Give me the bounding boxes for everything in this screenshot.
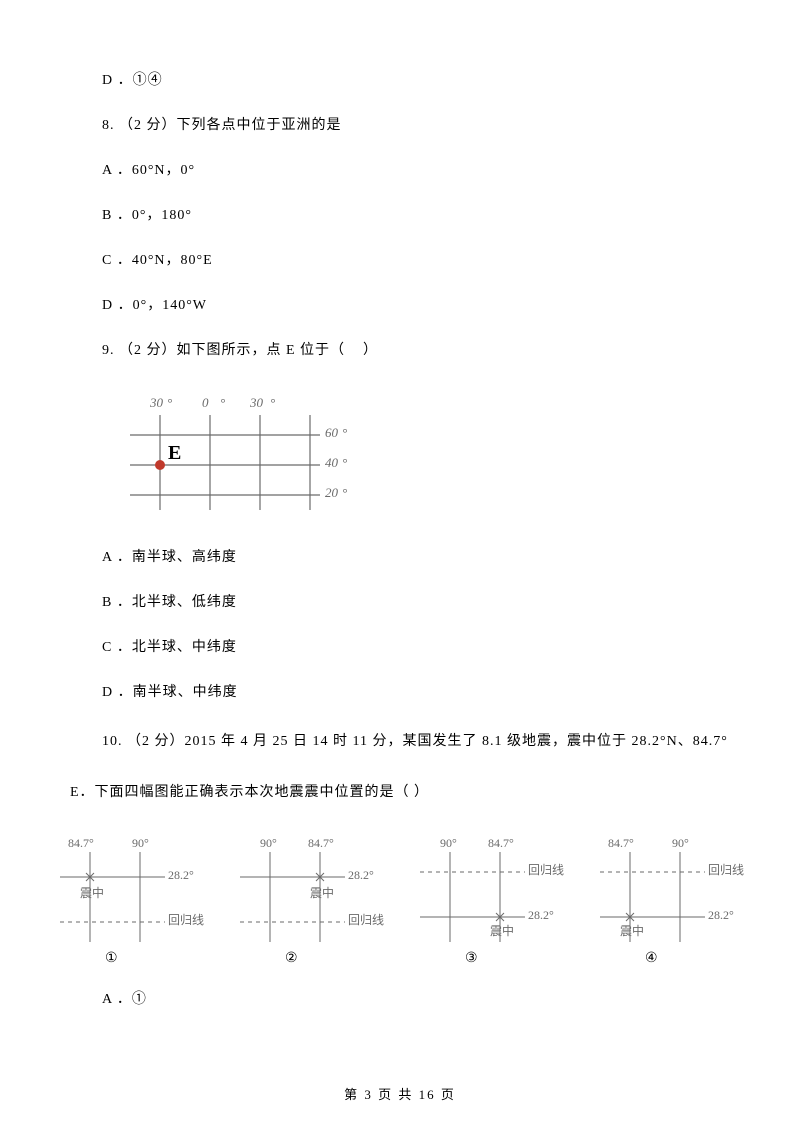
svg-text:②: ② — [285, 951, 298, 966]
svg-text:震中: 震中 — [310, 885, 334, 900]
svg-text:60: 60 — [325, 425, 339, 440]
svg-text:E: E — [168, 442, 181, 464]
svg-text:°: ° — [270, 395, 275, 410]
svg-text:回归线: 回归线 — [348, 913, 384, 927]
q10-subfigure: 90° 84.7° 28.2° 回归线震中 ② — [220, 827, 390, 967]
svg-text:20: 20 — [325, 485, 339, 500]
q8-option-c: C ．40°N，80°E — [70, 250, 730, 271]
q10-stem-l1: 10. （2 分）2015 年 4 月 25 日 14 时 11 分，某国发生了… — [70, 727, 730, 758]
svg-text:震中: 震中 — [490, 923, 514, 938]
svg-text:90°: 90° — [672, 836, 689, 850]
svg-text:30: 30 — [149, 395, 164, 410]
svg-text:①: ① — [105, 951, 118, 966]
svg-text:震中: 震中 — [80, 885, 104, 900]
q8-option-a: A ．60°N，0° — [70, 160, 730, 181]
svg-text:84.7°: 84.7° — [608, 836, 634, 850]
svg-text:40: 40 — [325, 455, 339, 470]
q9-option-a: A ．南半球、高纬度 — [70, 547, 730, 568]
svg-text:°: ° — [342, 425, 347, 440]
svg-text:④: ④ — [645, 951, 658, 966]
q10-option-a: A ．① — [70, 989, 730, 1010]
q9-stem: 9. （2 分）如下图所示，点 E 位于（ ） — [70, 340, 730, 361]
svg-text:°: ° — [342, 485, 347, 500]
q10-figure-row: 84.7°90°28.2°回归线震中①90°84.7°28.2°回归线震中②90… — [40, 827, 730, 967]
svg-text:回归线: 回归线 — [708, 863, 744, 877]
svg-text:28.2°: 28.2° — [168, 868, 194, 882]
svg-text:0: 0 — [202, 395, 209, 410]
svg-text:28.2°: 28.2° — [528, 908, 554, 922]
svg-text:30: 30 — [249, 395, 264, 410]
q9-option-d: D ．南半球、中纬度 — [70, 682, 730, 703]
q10-subfigure: 90° 84.7° 回归线 28.2° 震中 ③ — [400, 827, 570, 967]
svg-text:回归线: 回归线 — [168, 913, 204, 927]
page-footer: 第 3 页 共 16 页 — [0, 1085, 800, 1105]
q9-option-c: C ．北半球、中纬度 — [70, 637, 730, 658]
svg-text:90°: 90° — [440, 836, 457, 850]
svg-text:°: ° — [167, 395, 172, 410]
svg-text:90°: 90° — [260, 836, 277, 850]
svg-text:°: ° — [220, 395, 225, 410]
svg-text:84.7°: 84.7° — [488, 836, 514, 850]
q8-option-b: B ．0°，180° — [70, 205, 730, 226]
svg-text:84.7°: 84.7° — [308, 836, 334, 850]
q8-option-d: D ．0°，140°W — [70, 295, 730, 316]
q10-subfigure: 84.7° 90° 回归线 28.2° 震中④ — [580, 827, 750, 967]
svg-text:28.2°: 28.2° — [348, 868, 374, 882]
q8-stem: 8. （2 分）下列各点中位于亚洲的是 — [70, 115, 730, 136]
exam-page: D ．①④ 8. （2 分）下列各点中位于亚洲的是 A ．60°N，0° B ．… — [0, 0, 800, 1132]
svg-text:③: ③ — [465, 951, 478, 966]
q10-stem-l2: E．下面四幅图能正确表示本次地震震中位置的是（ ） — [70, 778, 730, 809]
q7-option-d: D ．①④ — [70, 70, 730, 91]
svg-text:回归线: 回归线 — [528, 863, 564, 877]
svg-text:90°: 90° — [132, 836, 149, 850]
svg-text:°: ° — [342, 455, 347, 470]
q10-subfigure: 84.7° 90° 28.2° 回归线 震中 ① — [40, 827, 210, 967]
svg-text:84.7°: 84.7° — [68, 836, 94, 850]
svg-text:震中: 震中 — [620, 923, 644, 938]
q9-diagram: 30°0°30°60°40°20°E — [110, 385, 360, 525]
svg-text:28.2°: 28.2° — [708, 908, 734, 922]
q9-option-b: B ．北半球、低纬度 — [70, 592, 730, 613]
